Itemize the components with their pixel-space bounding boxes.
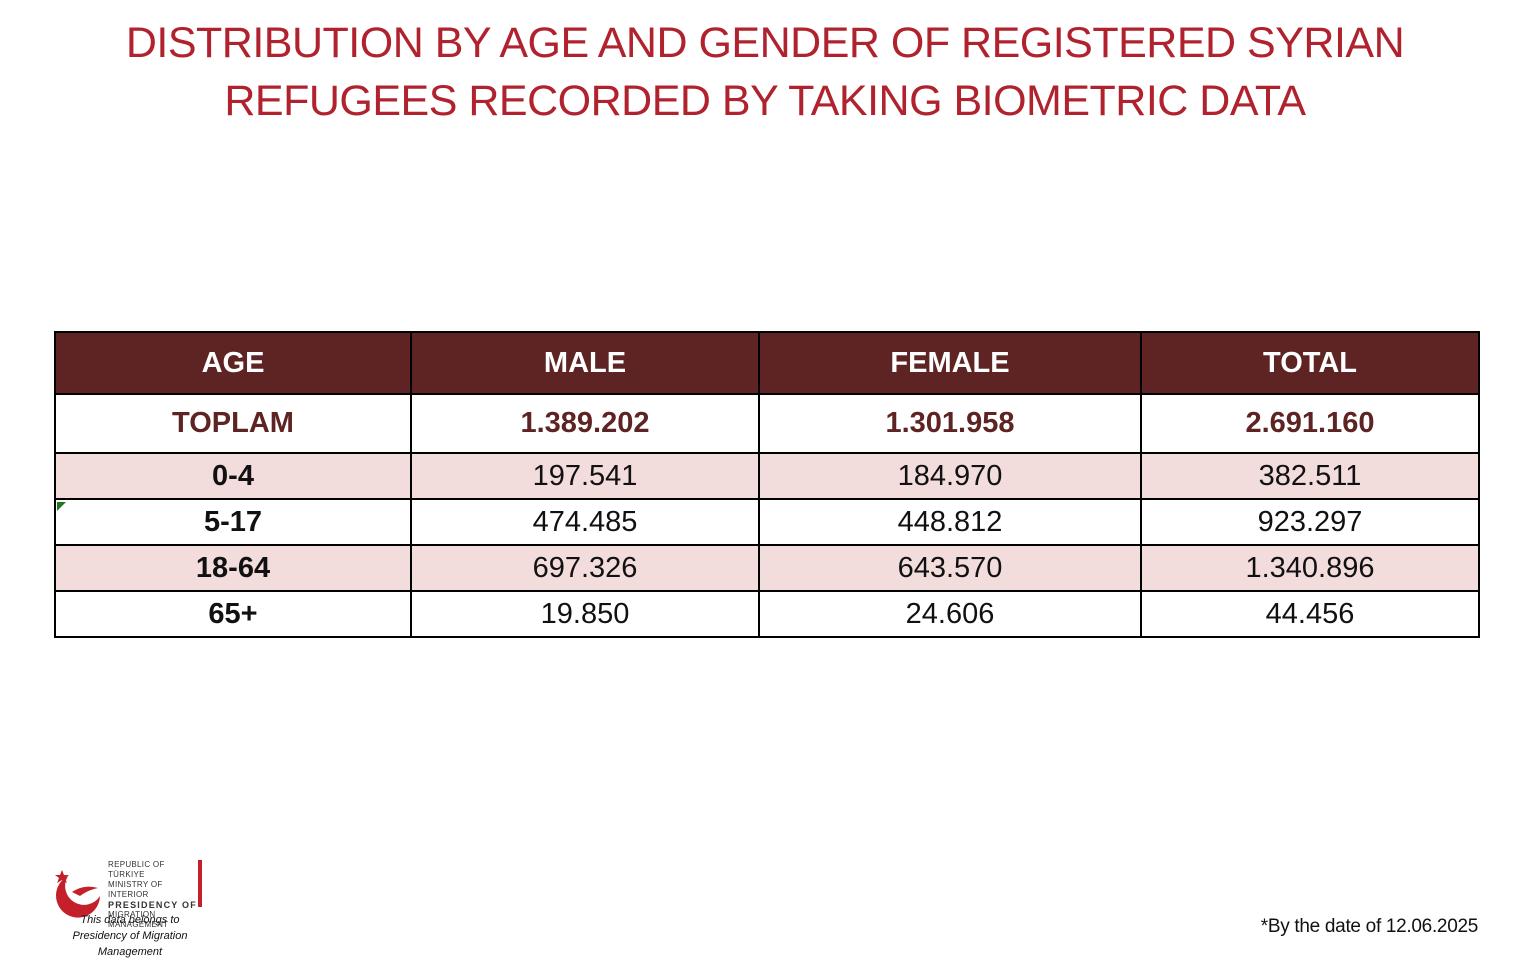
credit-line-2: Presidency of Migration Management bbox=[72, 930, 188, 958]
logo-line-3: PRESIDENCY OF bbox=[108, 900, 197, 910]
total-row-female: 1.301.958 bbox=[758, 393, 1142, 454]
ministry-logo-icon bbox=[55, 870, 100, 918]
row-male-cell: 197.541 bbox=[410, 452, 760, 500]
table-row: 65+ 19.850 24.606 44.456 bbox=[54, 590, 1480, 638]
table-row: 0-4 197.541 184.970 382.511 bbox=[54, 452, 1480, 500]
row-age-cell: 65+ bbox=[54, 590, 412, 638]
column-header-total: TOTAL bbox=[1140, 331, 1480, 395]
table-header-row: AGE MALE FEMALE TOTAL bbox=[54, 331, 1480, 395]
logo-text: REPUBLIC OF TÜRKIYE MINISTRY OF INTERIOR… bbox=[108, 860, 198, 930]
column-header-female: FEMALE bbox=[758, 331, 1142, 395]
page-title: DISTRIBUTION BY AGE AND GENDER OF REGIST… bbox=[0, 14, 1530, 130]
row-age-cell: 0-4 bbox=[54, 452, 412, 500]
row-total-cell: 382.511 bbox=[1140, 452, 1480, 500]
total-row-male: 1.389.202 bbox=[410, 393, 760, 454]
cell-comment-marker bbox=[57, 502, 66, 511]
row-male-cell: 474.485 bbox=[410, 498, 760, 546]
title-line-1: DISTRIBUTION BY AGE AND GENDER OF REGIST… bbox=[125, 19, 1405, 67]
row-age-cell: 18-64 bbox=[54, 544, 412, 592]
row-male-cell: 19.850 bbox=[410, 590, 760, 638]
table-total-row: TOPLAM 1.389.202 1.301.958 2.691.160 bbox=[54, 393, 1480, 454]
age-gender-table: AGE MALE FEMALE TOTAL TOPLAM 1.389.202 1… bbox=[54, 331, 1480, 638]
credit-line-1: This data belongs to bbox=[80, 914, 180, 926]
column-header-male: MALE bbox=[410, 331, 760, 395]
row-male-cell: 697.326 bbox=[410, 544, 760, 592]
total-row-total: 2.691.160 bbox=[1140, 393, 1480, 454]
title-line-2: REFUGEES RECORDED BY TAKING BIOMETRIC DA… bbox=[224, 77, 1306, 125]
row-female-cell: 643.570 bbox=[758, 544, 1142, 592]
logo-line-2: MINISTRY OF INTERIOR bbox=[108, 880, 163, 899]
table-row: 5-17 474.485 448.812 923.297 bbox=[54, 498, 1480, 546]
logo-line-1: REPUBLIC OF TÜRKIYE bbox=[108, 860, 165, 879]
row-female-cell: 448.812 bbox=[758, 498, 1142, 546]
row-age-cell: 5-17 bbox=[54, 498, 412, 546]
row-total-cell: 44.456 bbox=[1140, 590, 1480, 638]
column-header-age: AGE bbox=[54, 331, 412, 395]
logo-divider bbox=[198, 860, 202, 907]
row-female-cell: 24.606 bbox=[758, 590, 1142, 638]
row-total-cell: 923.297 bbox=[1140, 498, 1480, 546]
total-row-label: TOPLAM bbox=[54, 393, 412, 454]
date-footnote: *By the date of 12.06.2025 bbox=[1260, 916, 1479, 937]
data-credit: This data belongs to Presidency of Migra… bbox=[50, 912, 210, 960]
row-total-cell: 1.340.896 bbox=[1140, 544, 1480, 592]
logo-line-4: MIGRATION MANAGEMENT bbox=[108, 910, 169, 929]
table-row: 18-64 697.326 643.570 1.340.896 bbox=[54, 544, 1480, 592]
row-female-cell: 184.970 bbox=[758, 452, 1142, 500]
